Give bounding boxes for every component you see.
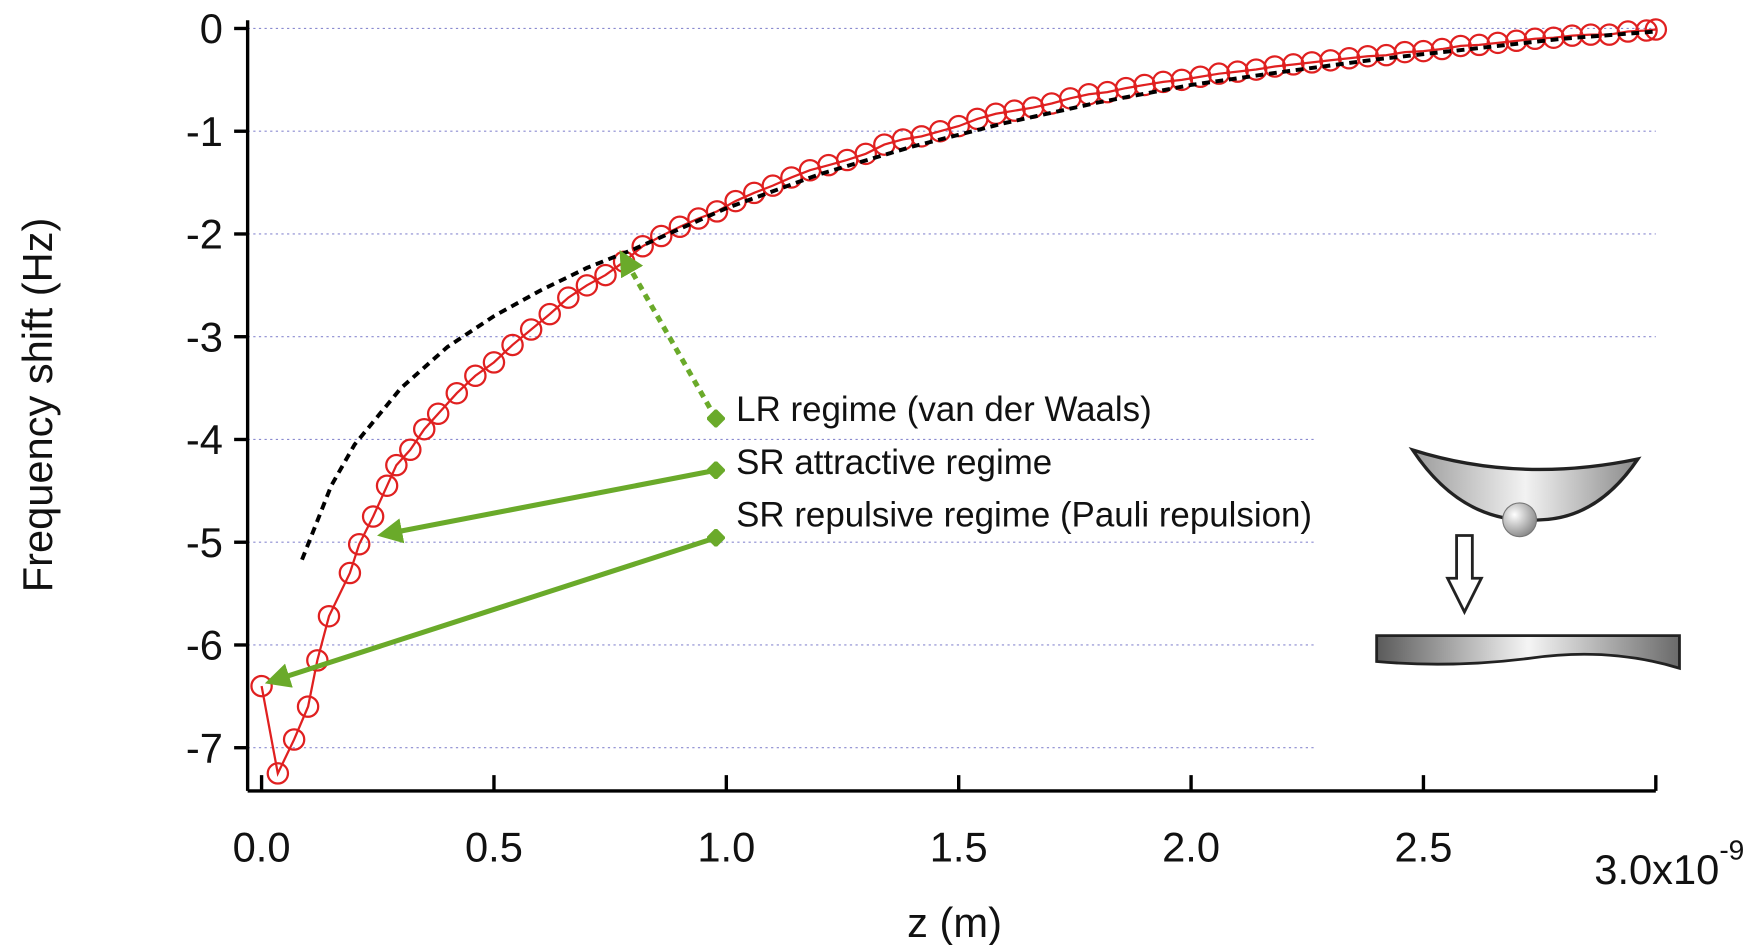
data-point [1486, 31, 1510, 55]
tip [1408, 446, 1642, 522]
annotation: SR repulsive regime (Pauli repulsion) [736, 496, 1312, 535]
sr-attractive-arrow [389, 470, 715, 533]
inset-schematic [1375, 446, 1681, 671]
data-point [1300, 51, 1324, 74]
data-point [266, 762, 290, 785]
x-tick-label: 0.0 [233, 824, 291, 871]
data-point [705, 200, 729, 223]
x-tick-label: 2.0 [1162, 824, 1220, 871]
x-tick-label: 0.5 [465, 824, 523, 871]
data-point [1523, 27, 1547, 50]
axes: 0 -1 -2 -3 -4 -5 -6 -7 0.0 0.5 1.0 1.5 2.0 2.5 3.0x10-… [186, 5, 1744, 893]
y-tick-label: -6 [186, 622, 223, 669]
data-point [1467, 33, 1491, 57]
annotation: SR attractive regime [736, 443, 1052, 482]
data-point [1412, 39, 1435, 63]
y-tick-label: -5 [186, 519, 223, 566]
y-tick-label: -4 [186, 416, 223, 463]
y-tick-label: 0 [200, 5, 223, 52]
x-tick-label: 3.0x10-9 [1594, 835, 1744, 894]
sr-repulsive-arrow [277, 538, 716, 680]
data-point [1282, 53, 1305, 76]
annotation: LR regime (van der Waals) [736, 390, 1152, 429]
data-point [1635, 19, 1658, 42]
data-point [1337, 47, 1361, 70]
tip-atom [1502, 502, 1538, 538]
data-point [296, 695, 320, 718]
x-tick-label-base: 3.0x10 [1594, 846, 1719, 893]
data-point [501, 333, 524, 357]
x-tick-label: 1.5 [930, 824, 988, 871]
data-point [519, 318, 543, 341]
data-point [1542, 26, 1565, 49]
annotation-arrows [277, 261, 716, 680]
x-tick-label-exponent: -9 [1719, 835, 1744, 866]
data-point [1244, 58, 1268, 81]
data-point [1430, 37, 1454, 61]
data-point [426, 402, 450, 426]
data-point [482, 351, 506, 374]
data-point [399, 438, 422, 461]
data-point [1207, 62, 1231, 85]
data-point [668, 215, 692, 239]
data-point [1449, 34, 1472, 58]
x-tick-label: 1.0 [697, 824, 755, 871]
fit-line [300, 29, 1656, 561]
lr-arrow [626, 261, 716, 419]
data-point [854, 142, 878, 166]
x-axis-title: z (m) [907, 899, 1002, 945]
data-point [575, 274, 599, 297]
data-point [412, 417, 436, 441]
data-point [650, 224, 673, 248]
data-point [557, 286, 580, 309]
data-point [594, 263, 617, 287]
data-point [1579, 23, 1603, 46]
x-tick-label: 2.5 [1394, 824, 1452, 871]
approach-arrow [1445, 534, 1484, 616]
surface [1375, 634, 1681, 671]
grid [247, 27, 1656, 749]
y-tick-label: -7 [186, 724, 223, 771]
data-point [1393, 40, 1417, 64]
y-tick-label: -2 [186, 211, 223, 258]
data-point [538, 302, 561, 326]
y-tick-label: -1 [186, 108, 223, 155]
data-point [464, 364, 487, 388]
data-point [282, 728, 306, 751]
data-point [1003, 99, 1026, 122]
data-point [1319, 49, 1342, 72]
data-point [1263, 55, 1286, 78]
data-point [1133, 73, 1156, 97]
data-point [1356, 44, 1379, 68]
data-point [1226, 60, 1249, 83]
data-point [1170, 68, 1194, 92]
y-tick-label: -3 [186, 313, 223, 360]
data-point [1644, 18, 1668, 41]
data-point [445, 381, 469, 405]
y-axis-title: Frequency shift (Hz) [14, 218, 61, 593]
data-point [1189, 65, 1212, 89]
